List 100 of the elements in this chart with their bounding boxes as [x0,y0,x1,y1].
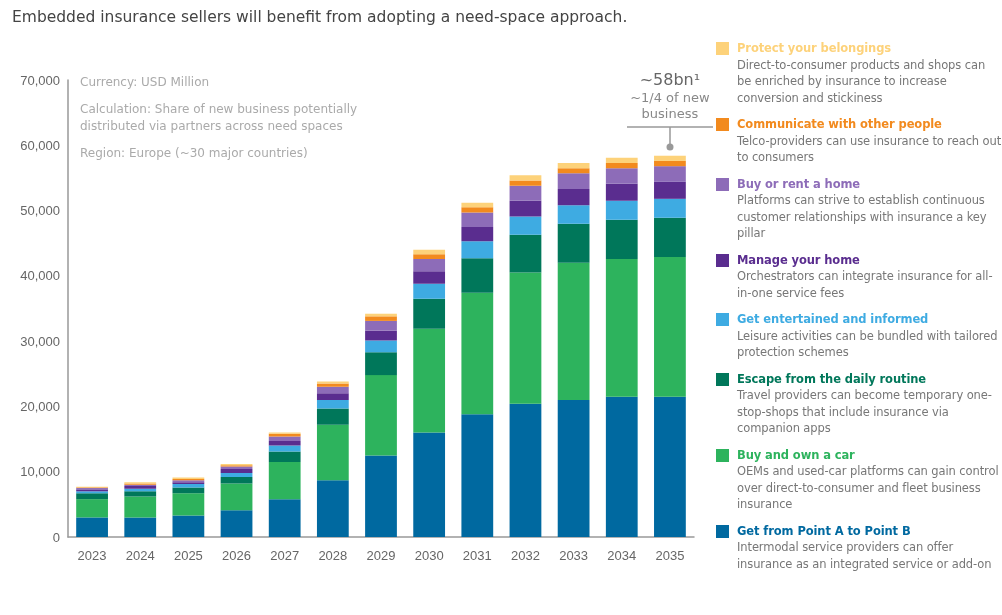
bar [220,510,253,537]
bar [605,157,638,163]
x-tick-label: 2024 [125,548,155,563]
bar [413,271,446,284]
y-tick-label: 20,000 [20,398,60,414]
bar [654,217,686,257]
bar [268,436,301,442]
y-tick-label: 50,000 [20,203,60,219]
bar [268,461,301,500]
text: Platforms can strive to establish continuous customer relationships with insurance a key pillar [737,192,988,242]
bar [461,241,494,259]
annotation: ~58bn¹ [638,69,702,90]
legend-label: Communicate with other people [737,116,943,133]
bar [316,399,349,409]
bar [509,180,542,186]
bar [605,200,638,220]
text: Intermodal service providers can offer insurance as an integrated service or add-on [737,539,993,572]
bar [172,493,205,516]
bar [509,272,542,404]
bar [365,455,397,537]
bar [509,200,542,217]
bar [76,517,108,537]
bar [654,155,686,161]
bar [124,496,157,518]
x-tick-label: 2032 [511,548,540,563]
bar [365,320,397,331]
x-tick-label: 2030 [414,548,444,563]
bar [124,517,157,537]
y-tick-label: 40,000 [20,268,60,284]
bar [605,162,638,169]
text: OEMs and used-car platforms can gain control over direct-to-consumer and fleet business insurance [737,463,1000,513]
bar [413,298,446,329]
bar [316,393,349,400]
bar [413,432,446,537]
bar [268,441,301,446]
x-tick-label: 2031 [462,548,492,563]
bar [557,173,590,190]
chart-title: Embedded insurance sellers will benefit from adopting a need-space approach. [12,8,628,26]
legend-label: Get from Point A to Point B [737,522,912,539]
bar [461,258,494,293]
x-tick-label: 2028 [318,548,348,563]
bar [557,262,590,400]
x-tick-label: 2026 [222,548,251,563]
text: Leisure activities can be bundled with tailored protection schemes [737,327,999,361]
bar [268,451,301,462]
y-tick-label: 60,000 [20,137,60,153]
bar [605,168,638,184]
bar [654,256,686,397]
bar [365,316,397,321]
bar [461,207,494,213]
bar [172,515,205,537]
bar [365,330,397,341]
text: Orchestrators can integrate insurance for all-in-one service fees [737,268,994,301]
bar [557,189,590,206]
x-tick-label: 2029 [366,548,396,563]
legend-label: Escape from the daily routine [737,370,928,387]
legend-label: Protect your belongings [737,40,893,57]
text: Direct-to-consumer products and shops can be enriched by insurance to increase conversion and stickiness [737,56,987,106]
bar [557,168,590,174]
bar [268,499,301,537]
bar [557,205,590,224]
bar [365,352,397,376]
y-tick-label: 10,000 [20,464,60,480]
bar [509,403,542,537]
x-tick-label: 2025 [173,548,203,563]
bar [220,469,253,474]
bar [509,185,542,201]
bar [124,491,157,497]
bar [654,181,686,199]
bar [413,328,446,433]
text: Telco-providers can use insurance to reach out to consumers [737,132,1002,166]
annotation: Region: Europe (~30 major countries) [80,145,309,162]
bar [654,396,686,537]
text: Travel providers can become temporary one-stop-shops that include insurance via companion apps [737,387,993,437]
bar [605,219,638,259]
legend-label: Get entertained and informed [737,311,930,328]
bar [413,258,446,272]
bar [220,473,253,477]
x-tick-label: 2027 [270,548,300,563]
bar [557,162,590,169]
annotation: Currency: USD Million [80,74,211,91]
annotation: Calculation: Share of new business potentially distributed via partners across need spaces [80,101,359,135]
x-tick-label: 2033 [559,548,589,563]
y-tick-label: 0 [52,529,60,545]
bar [654,198,686,218]
legend-label: Buy and own a car [737,446,856,463]
bar [316,424,349,481]
annotation: ~1/4 of new business [629,89,711,122]
bar [413,283,446,299]
x-tick-label: 2035 [655,548,685,563]
legend-label: Buy or rent a home [737,175,862,192]
bar [509,175,542,181]
bar [220,476,253,484]
bar [557,223,590,263]
bar [172,487,205,494]
bar [605,183,638,201]
bar [76,493,108,500]
bar [316,408,349,425]
bar [654,166,686,182]
bar [461,292,494,415]
